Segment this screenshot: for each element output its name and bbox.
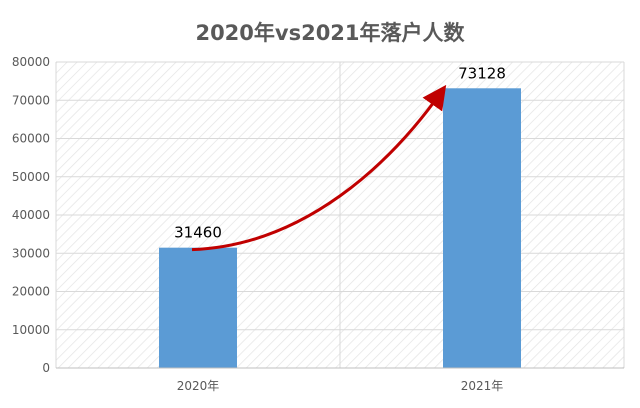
y-tick-label: 70000 xyxy=(12,93,50,107)
y-tick-label: 30000 xyxy=(12,246,50,260)
chart-title: 2020年vs2021年落户人数 xyxy=(195,21,465,45)
x-tick-label: 2020年 xyxy=(177,379,220,393)
y-tick-label: 20000 xyxy=(12,285,50,299)
y-tick-label: 60000 xyxy=(12,132,50,146)
bars xyxy=(159,88,521,368)
y-tick-label: 10000 xyxy=(12,323,50,337)
y-tick-label: 40000 xyxy=(12,208,50,222)
gridlines xyxy=(55,61,625,369)
x-tick-label: 2021年 xyxy=(461,379,504,393)
y-axis: 0 10000 20000 30000 40000 50000 60000 70000 8000… xyxy=(12,55,50,375)
data-labels: 31460 73128 xyxy=(174,64,506,241)
x-axis: 2020年 2021年 xyxy=(56,367,624,393)
bar-2 xyxy=(443,88,521,368)
y-tick-label: 0 xyxy=(42,361,50,375)
data-label: 31460 xyxy=(174,224,222,242)
data-label: 73128 xyxy=(458,64,506,82)
bar-1 xyxy=(159,247,237,368)
y-tick-label: 80000 xyxy=(12,55,50,69)
trend-arrow xyxy=(191,84,447,252)
y-tick-label: 50000 xyxy=(12,170,50,184)
